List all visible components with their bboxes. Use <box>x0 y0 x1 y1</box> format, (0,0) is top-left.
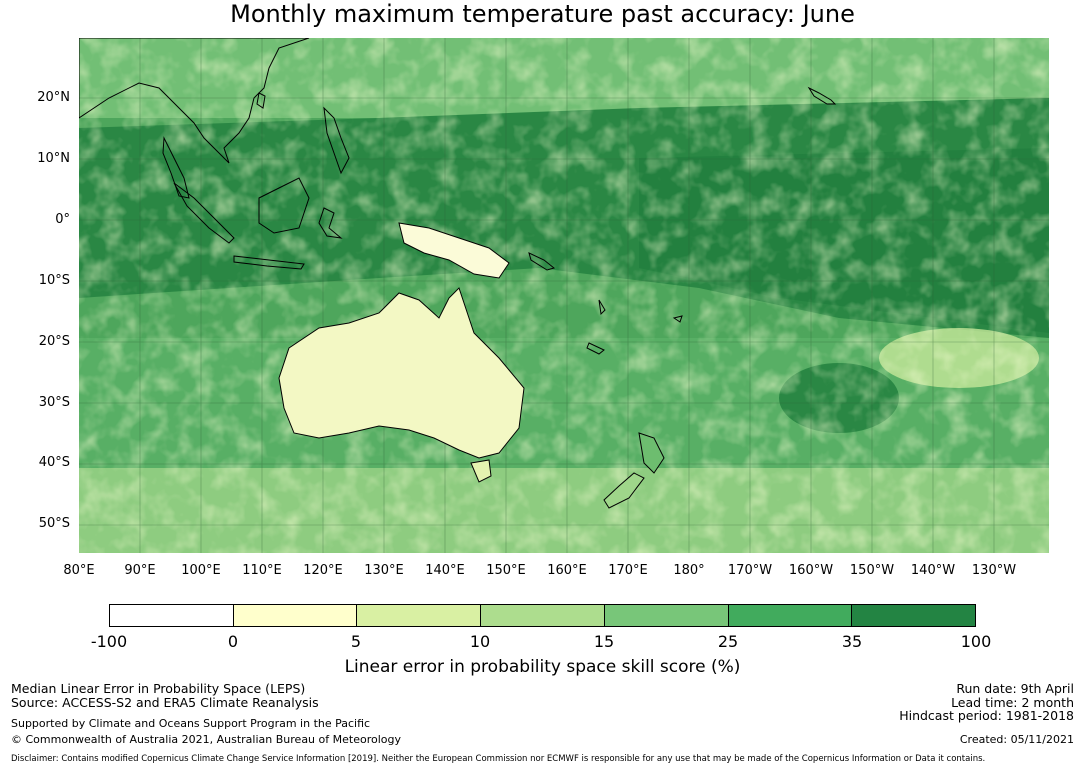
source-text: Source: ACCESS-S2 and ERA5 Climate Reana… <box>11 695 319 710</box>
lon-label: 170°E <box>608 563 648 578</box>
landmass-tasmania <box>470 459 492 483</box>
skill-map <box>79 38 1049 553</box>
colorbar <box>109 604 976 627</box>
landmass-nz-north <box>638 432 665 474</box>
lat-label: 10°S <box>38 273 70 288</box>
landmass-philippines <box>323 106 350 175</box>
lon-label: 140°E <box>425 563 465 578</box>
lead-time-text: Lead time: 2 month <box>951 695 1074 710</box>
colorbar-tick: 10 <box>469 632 491 651</box>
colorbar-title: Linear error in probability space skill … <box>344 657 741 677</box>
lon-label: 90°E <box>124 563 156 578</box>
lat-label: 0° <box>55 212 70 227</box>
lon-label: 170°W <box>727 563 773 578</box>
hindcast-text: Hindcast period: 1981-2018 <box>899 708 1074 723</box>
lat-label: 30°S <box>38 395 70 410</box>
lon-label: 130°W <box>971 563 1017 578</box>
landmass-asia <box>79 38 310 164</box>
colorbar-segment <box>481 605 605 626</box>
landmass-taiwan <box>256 92 266 109</box>
colorbar-tick: 15 <box>593 632 615 651</box>
colorbar-tick: 5 <box>350 632 362 651</box>
lat-label: 10°N <box>37 151 70 166</box>
lon-label: 160°W <box>788 563 834 578</box>
map-svg <box>79 38 1049 553</box>
lon-label: 180° <box>673 563 705 578</box>
landmass-hawaii <box>807 86 837 105</box>
colorbar-segment <box>604 605 729 626</box>
lon-label: 150°W <box>849 563 895 578</box>
lon-label: 120°E <box>303 563 343 578</box>
lon-label: 110°E <box>242 563 282 578</box>
colorbar-segment <box>852 605 976 626</box>
lat-label: 20°N <box>37 90 70 105</box>
lon-label: 160°E <box>547 563 587 578</box>
landmass-borneo <box>258 177 310 234</box>
colorbar-segment <box>357 605 482 626</box>
lon-label: 140°W <box>910 563 956 578</box>
landmass-sumatra <box>173 182 235 244</box>
landmass-solomon-islands <box>528 252 556 271</box>
colorbar-segment <box>110 605 234 626</box>
created-text: Created: 05/11/2021 <box>959 733 1074 746</box>
lon-label: 130°E <box>364 563 404 578</box>
landmass-new-guinea <box>398 222 510 279</box>
landmass-australia <box>278 287 525 459</box>
landmass-new-caledonia <box>586 342 605 355</box>
lon-label: 150°E <box>486 563 526 578</box>
colorbar-segment <box>233 605 358 626</box>
lon-label: 80°E <box>63 563 95 578</box>
colorbar-tick: 35 <box>841 632 863 651</box>
colorbar-tick: -100 <box>90 632 128 651</box>
colorbar-tick: 25 <box>717 632 739 651</box>
colorbar-tick: 100 <box>960 632 992 651</box>
method-text: Median Linear Error in Probability Space… <box>11 681 306 696</box>
colorbar-tick: 0 <box>227 632 239 651</box>
landmass-sulawesi <box>318 207 343 239</box>
graticule <box>79 38 1049 553</box>
landmass-fiji <box>672 315 683 323</box>
landmass-malay-peninsula <box>162 136 190 199</box>
support-text: Supported by Climate and Oceans Support … <box>11 717 371 730</box>
lat-label: 40°S <box>38 455 70 470</box>
landmass-java <box>233 255 305 270</box>
landmass-vanuatu <box>598 299 606 316</box>
noise-overlay <box>79 38 1049 553</box>
run-date-text: Run date: 9th April <box>956 681 1074 696</box>
landmass-nz-south <box>603 472 645 509</box>
copyright-text: © Commonwealth of Australia 2021, Austra… <box>11 733 401 746</box>
chart-title: Monthly maximum temperature past accurac… <box>230 0 855 28</box>
lon-label: 100°E <box>181 563 221 578</box>
lat-label: 20°S <box>38 334 70 349</box>
disclaimer-text: Disclaimer: Contains modified Copernicus… <box>11 754 986 764</box>
lat-label: 50°S <box>38 516 70 531</box>
colorbar-segment <box>728 605 853 626</box>
